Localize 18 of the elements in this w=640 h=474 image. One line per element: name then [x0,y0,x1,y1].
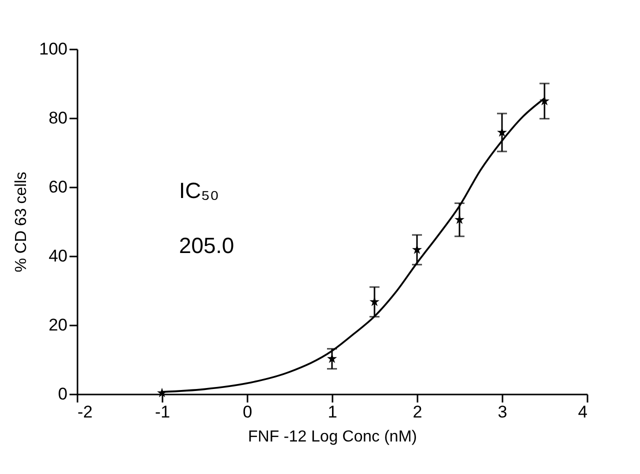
point [157,388,167,398]
x-tick-label: -2 [78,402,93,422]
y-tick-label: 80 [48,108,68,128]
y-tick-label: 100 [39,40,68,58]
x-tick-label: 1 [328,402,338,422]
x-tick-label: 3 [498,402,508,422]
x-tick-label: 4 [578,402,588,422]
annotation: IC₅₀ [179,178,219,203]
annotation: 205.0 [179,233,234,258]
x-tick-label: 0 [242,402,252,422]
y-tick-label: 20 [48,316,68,334]
x-tick-label: 2 [412,402,422,422]
y-tick-label: 60 [48,178,68,196]
x-tick-label: -1 [154,402,170,422]
y-tick-label: 40 [48,246,68,266]
x-axis-title: FNF -12 Log Conc (nM) [248,428,417,446]
y-tick-label: 0 [58,384,68,404]
y-axis-title: % CD 63 cells [13,172,30,272]
